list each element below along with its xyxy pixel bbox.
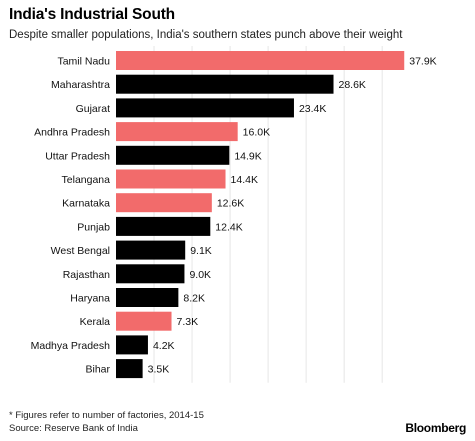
brand-logo: Bloomberg [405, 421, 466, 435]
category-label: Madhya Pradesh [31, 340, 111, 352]
category-label: Punjab [77, 221, 110, 233]
category-label: Maharashtra [51, 79, 110, 91]
bar [116, 145, 230, 165]
chart-subtitle: Despite smaller populations, India's sou… [9, 29, 403, 41]
category-label: Telangana [62, 174, 111, 186]
bar [116, 51, 405, 70]
bar [116, 193, 212, 213]
bar [116, 216, 211, 236]
bar [116, 169, 226, 189]
category-label: Andhra Pradesh [34, 127, 110, 139]
value-label: 8.2K [183, 293, 205, 305]
bar [116, 359, 143, 379]
value-label: 12.6K [217, 198, 244, 210]
value-label: 14.9K [234, 150, 261, 162]
value-label: 28.6K [339, 79, 366, 91]
category-label: West Bengal [51, 245, 110, 257]
category-label: Kerala [80, 316, 111, 328]
chart-title: India's Industrial South [9, 6, 175, 23]
bar [116, 264, 185, 284]
bar [116, 74, 334, 94]
value-label: 12.4K [215, 221, 242, 233]
category-label: Tamil Nadu [57, 56, 110, 68]
bar [116, 335, 148, 355]
bar [116, 240, 186, 260]
value-label: 9.0K [189, 269, 211, 281]
bar [116, 311, 172, 331]
value-label: 37.9K [409, 56, 436, 68]
value-label: 3.5K [148, 364, 170, 376]
value-label: 23.4K [299, 103, 326, 115]
value-label: 14.4K [231, 174, 258, 186]
category-label: Uttar Pradesh [45, 150, 110, 162]
value-label: 4.2K [153, 340, 175, 352]
category-label: Bihar [85, 364, 110, 376]
value-label: 16.0K [243, 127, 270, 139]
category-label: Gujarat [76, 103, 111, 115]
bar-chart: Tamil Nadu 37.9K Maharashtra 28.6K Gujarat 23… [31, 46, 437, 383]
bar [116, 288, 179, 307]
bar [116, 98, 294, 118]
footnote: * Figures refer to number of factories, … [9, 410, 204, 421]
category-label: Rajasthan [63, 269, 110, 281]
category-label: Haryana [70, 293, 110, 305]
category-label: Karnataka [62, 198, 110, 210]
value-label: 7.3K [177, 316, 199, 328]
value-label: 9.1K [190, 245, 212, 257]
bar [116, 122, 238, 142]
source-note: Source: Reserve Bank of India [9, 423, 138, 434]
